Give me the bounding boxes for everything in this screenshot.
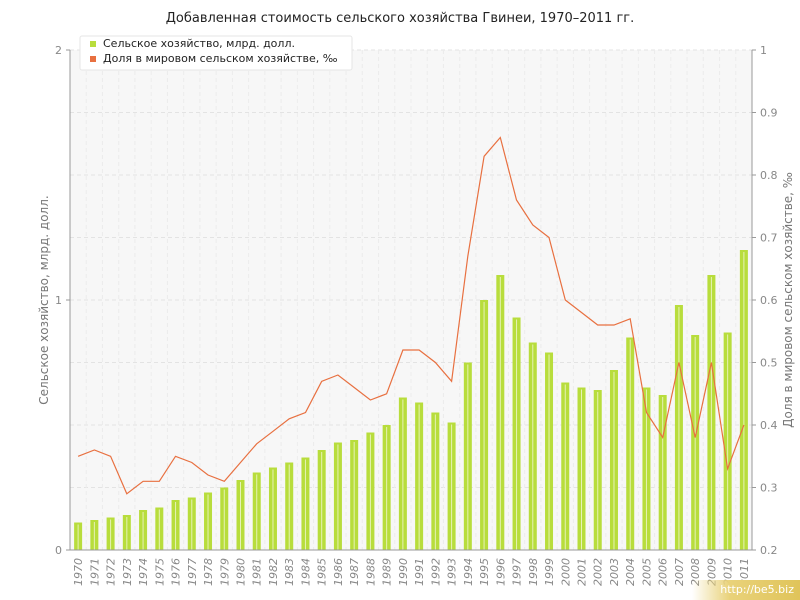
x-tick-label-1990: 1990 xyxy=(397,558,410,586)
x-tick-label-2004: 2004 xyxy=(624,558,637,586)
share-line xyxy=(77,136,745,495)
x-tick-label-1998: 1998 xyxy=(527,558,540,586)
x-tick-label-1996: 1996 xyxy=(494,558,507,586)
x-tick-label-1973: 1973 xyxy=(121,558,134,586)
x-tick-label-1978: 1978 xyxy=(202,558,215,586)
x-tick-label-2002: 2002 xyxy=(592,558,605,586)
x-tick-label-1970: 1970 xyxy=(72,558,85,586)
x-tick-label-1971: 1971 xyxy=(88,558,101,586)
legend-label-bars: Сельское хозяйство, млрд. долл. xyxy=(103,37,295,50)
x-tick-label-1983: 1983 xyxy=(283,558,296,586)
x-tick-label-1975: 1975 xyxy=(153,558,166,586)
tick-label-right: 0.4 xyxy=(760,419,778,432)
x-tick-label-2006: 2006 xyxy=(657,558,670,586)
tick-label-right: 0.3 xyxy=(760,482,778,495)
x-tick-label-1979: 1979 xyxy=(218,558,231,586)
x-tick-label-1974: 1974 xyxy=(137,558,150,586)
tick-label-left: 1 xyxy=(55,294,62,307)
x-tick-label-1986: 1986 xyxy=(332,558,345,586)
x-tick-label-1989: 1989 xyxy=(381,558,394,586)
x-axis-ticks: 1970 1971 1972 1973 1974 1975 1976 1977 1978 1979… xyxy=(72,558,751,586)
tick-label-right: 0.2 xyxy=(760,544,778,557)
x-tick-label-2005: 2005 xyxy=(640,558,653,586)
tick-label-right: 1 xyxy=(760,44,767,57)
x-tick-label-2001: 2001 xyxy=(576,558,589,586)
x-tick-label-2003: 2003 xyxy=(608,558,621,586)
x-tick-label-1976: 1976 xyxy=(170,558,183,586)
x-tick-label-1981: 1981 xyxy=(251,558,264,586)
x-tick-label-1972: 1972 xyxy=(105,558,118,586)
x-tick-label-1995: 1995 xyxy=(478,558,491,586)
x-tick-label-2000: 2000 xyxy=(559,558,572,586)
x-tick-label-1982: 1982 xyxy=(267,558,280,586)
y-axis-left-label: Сельское хозяйство, млрд. долл. xyxy=(37,195,51,404)
x-tick-label-1987: 1987 xyxy=(348,558,361,586)
bar-series xyxy=(74,250,748,550)
x-tick-label-2007: 2007 xyxy=(673,558,686,586)
x-tick-label-1984: 1984 xyxy=(299,558,312,586)
x-tick-label-2010: 2010 xyxy=(722,558,735,586)
legend-swatch-bars xyxy=(90,41,96,47)
tick-label-right: 0.8 xyxy=(760,169,778,182)
x-tick-label-1977: 1977 xyxy=(186,558,199,586)
tick-label-left: 0 xyxy=(55,544,62,557)
tick-label-left: 2 xyxy=(55,44,62,57)
x-tick-label-1991: 1991 xyxy=(413,558,426,586)
grid xyxy=(70,49,752,550)
x-tick-label-1993: 1993 xyxy=(446,558,459,586)
tick-label-right: 0.5 xyxy=(760,357,778,370)
x-tick-label-1985: 1985 xyxy=(316,558,329,586)
tick-label-right: 0.9 xyxy=(760,107,778,120)
y-axis-right-label: Доля в мировом сельском хозяйстве, ‰ xyxy=(781,172,795,428)
x-tick-label-2008: 2008 xyxy=(689,558,702,586)
tick-label-right: 0.6 xyxy=(760,294,778,307)
legend-swatch-line xyxy=(90,56,96,62)
legend: Сельское хозяйство, млрд. долл. Доля в м… xyxy=(79,35,353,71)
watermark: http://be5.biz xyxy=(692,580,800,600)
x-tick-label-2011: 2011 xyxy=(738,558,751,586)
x-tick-label-1992: 1992 xyxy=(429,558,442,586)
legend-box xyxy=(79,35,353,71)
x-tick-label-1994: 1994 xyxy=(462,558,475,586)
x-tick-label-1988: 1988 xyxy=(364,558,377,586)
right-axis-ticks: 0.2 0.3 0.4 0.5 0.6 0.7 0.8 0.9 1 xyxy=(752,44,778,557)
left-axis-ticks: 0 1 2 xyxy=(55,44,70,557)
legend-label-line: Доля в мировом сельском хозяйстве, ‰ xyxy=(103,52,338,65)
x-tick-label-2009: 2009 xyxy=(705,558,718,586)
x-tick-label-1999: 1999 xyxy=(543,558,556,586)
x-tick-label-1997: 1997 xyxy=(511,558,524,586)
tick-label-right: 0.7 xyxy=(760,232,778,245)
x-tick-label-1980: 1980 xyxy=(235,558,248,586)
chart-title: Добавленная стоимость сельского хозяйств… xyxy=(166,11,635,26)
